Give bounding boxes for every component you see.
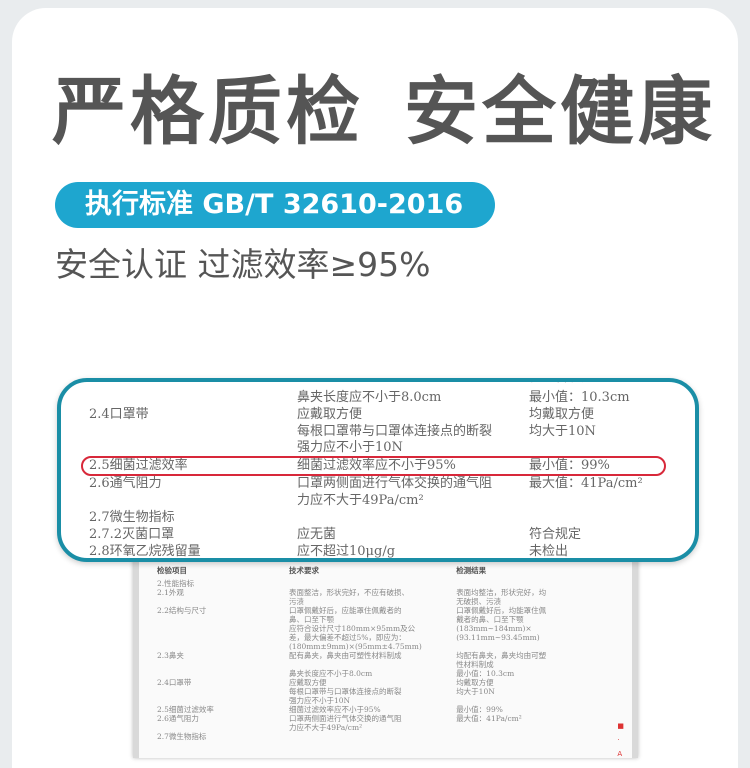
table-cell	[456, 732, 597, 741]
report-table: 检验项目 技术要求 检测结果 2.性能指标 2.1外观 表面整洁，形状完好，不应有破损、…	[157, 566, 597, 741]
table-row: 2.7微生物指标	[157, 732, 597, 741]
column-header: 技术要求	[289, 566, 319, 575]
table-cell: 配有鼻夹，鼻夹由可塑性材料制成 鼻夹长度应不小于8.0cm	[289, 651, 402, 678]
magnified-cell: 口罩两侧面进行气体交换的通气阻	[297, 476, 493, 491]
table-cell: 2.1外观	[157, 588, 184, 597]
magnified-cell: 2.8环氧乙烷残留量	[89, 544, 201, 559]
magnified-cell: 鼻夹长度应不小于8.0cm	[297, 390, 442, 405]
magnified-cell: 应不超过10μg/g	[297, 544, 396, 559]
magnified-cell: 最大值：41Pa/cm²	[529, 476, 643, 491]
table-row: 2.2结构与尺寸 口罩佩戴好后，应能罩住佩戴者的 鼻、口至下颚 应符合设计尺寸18…	[157, 606, 597, 651]
table-cell: 2.2结构与尺寸	[157, 606, 207, 615]
magnified-cell: 符合规定	[529, 527, 582, 542]
magnified-cell: 力应不大于49Pa/cm²	[297, 493, 424, 508]
table-row: 2.6通气阻力 口罩两侧面进行气体交换的通气阻 力应不大于49Pa/cm² 最大值：…	[157, 714, 597, 732]
table-cell: 最小值：99%	[456, 705, 503, 714]
magnified-row: 2.7微生物指标	[89, 510, 689, 526]
magnified-cell: 最小值：99%	[529, 458, 610, 473]
magnified-cell: 均大于10N	[529, 424, 596, 439]
magnified-row: 力应不大于49Pa/cm²	[89, 493, 689, 509]
magnified-cell: 2.7微生物指标	[89, 510, 175, 525]
magnified-row: 2.6通气阻力 口罩两侧面进行气体交换的通气阻 最大值：41Pa/cm²	[89, 476, 689, 492]
column-header: 检测结果	[456, 566, 487, 575]
magnified-callout: 性材料制成鼻夹长度应不小于8.0cm最小值：10.3cm2.4口罩带应戴取方便均…	[57, 378, 699, 562]
magnified-cell: 性材料制成	[529, 382, 594, 386]
magnified-row: 2.4口罩带 应戴取方便 均戴取方便	[89, 407, 689, 423]
table-cell: 表面均整洁，形状完好，均 无破损、污渍	[456, 588, 547, 606]
table-cell: 2.7微生物指标	[157, 732, 207, 741]
table-cell: 口罩佩戴好后，应能罩住佩戴者的 鼻、口至下颚 应符合设计尺寸180mm×95mm…	[289, 606, 422, 651]
table-cell: 最大值：41Pa/cm²	[456, 714, 522, 723]
headline-part: 严格质检	[52, 69, 364, 155]
table-cell: 2.5细菌过滤效率	[157, 705, 214, 714]
table-cell	[289, 732, 456, 741]
table-row: 2.5细菌过滤效率 细菌过滤效率应不小于95% 最小值：99%	[157, 705, 597, 714]
table-cell: 口罩佩戴好后，均能罩住佩 戴者的鼻、口至下颚 (183mm~184mm)× (9…	[456, 606, 547, 642]
table-cell	[456, 579, 597, 588]
standard-badge: 执行标准 GB/T 32610-2016	[55, 182, 495, 228]
test-report-document: 检验项目 技术要求 检测结果 2.性能指标 2.1外观 表面整洁，形状完好，不应有破损、…	[133, 548, 638, 758]
magnified-row: 每根口罩带与口罩体连接点的断裂 均大于10N	[89, 424, 689, 440]
magnified-cell: 每根口罩带与口罩体连接点的断裂	[297, 424, 493, 439]
magnified-cell: 应无菌	[297, 527, 337, 542]
magnified-row: 2.8环氧乙烷残留量 应不超过10μg/g 未检出	[89, 544, 689, 559]
table-cell: 2.6通气阻力	[157, 714, 199, 723]
magnified-cell: 2.6通气阻力	[89, 476, 162, 491]
headline: 严格质检 安全健康	[52, 52, 750, 159]
table-cell: 均配有鼻夹，鼻夹均由可塑 性材料制成 最小值：10.3cm	[456, 651, 547, 678]
magnified-row: 2.7.2灭菌口罩 应无菌 符合规定	[89, 527, 689, 543]
red-mark: ■ · A	[617, 722, 624, 758]
magnified-cell: 细菌过滤效率应不小于95%	[297, 458, 456, 473]
table-cell: 2.性能指标	[157, 579, 195, 588]
subtitle: 安全认证 过滤效率≥95%	[55, 245, 431, 284]
highlight-ellipse	[81, 456, 666, 476]
table-row: 2.1外观 表面整洁，形状完好，不应有破损、 污渍 表面均整洁，形状完好，均 无破损…	[157, 588, 597, 606]
magnified-row: 强力应不小于10N	[89, 440, 689, 456]
magnified-cell: 2.7.2灭菌口罩	[89, 527, 175, 542]
magnified-row: 鼻夹长度应不小于8.0cm 最小值：10.3cm	[89, 390, 689, 406]
table-cell: 细菌过滤效率应不小于95%	[289, 705, 381, 714]
magnified-cell: 2.4口罩带	[89, 407, 149, 422]
table-row: 2.3鼻夹 配有鼻夹，鼻夹由可塑性材料制成 鼻夹长度应不小于8.0cm 均配有鼻夹，…	[157, 651, 597, 678]
magnified-cell: 强力应不小于10N	[297, 440, 403, 455]
table-cell: 2.4口罩带	[157, 678, 192, 687]
column-header: 检验项目	[157, 566, 187, 575]
table-cell: 表面整洁，形状完好，不应有破损、 污渍	[289, 588, 409, 606]
table-cell: 应戴取方便 每根口罩带与口罩体连接点的断裂 强力应不小于10N	[289, 678, 402, 705]
magnified-cell: 均戴取方便	[529, 407, 595, 422]
magnified-cell: 2.5细菌过滤效率	[89, 458, 188, 473]
magnified-row: 性材料制成	[89, 382, 689, 386]
magnified-cell: 最小值：10.3cm	[529, 390, 630, 405]
table-cell: 2.3鼻夹	[157, 651, 184, 660]
headline-part: 安全健康	[404, 69, 716, 155]
table-cell	[289, 579, 456, 588]
table-row: 2.性能指标	[157, 579, 597, 588]
table-cell: 均戴取方便 均大于10N	[456, 678, 495, 696]
magnified-cell: 未检出	[529, 544, 569, 559]
magnified-row: 2.5细菌过滤效率 细菌过滤效率应不小于95% 最小值：99%	[89, 458, 689, 474]
table-cell: 口罩两侧面进行气体交换的通气阻 力应不大于49Pa/cm²	[289, 714, 402, 732]
table-row: 2.4口罩带 应戴取方便 每根口罩带与口罩体连接点的断裂 强力应不小于10N 均戴取…	[157, 678, 597, 705]
magnified-cell: 应戴取方便	[297, 407, 363, 422]
